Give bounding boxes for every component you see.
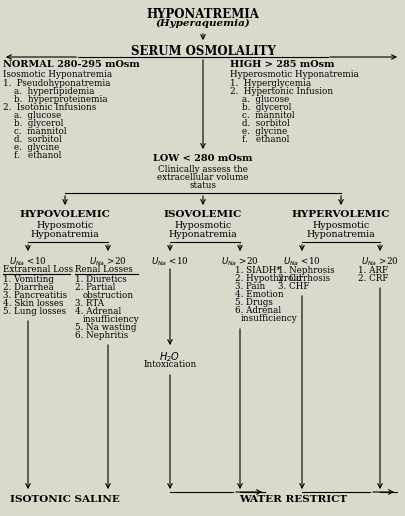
Text: insufficiency: insufficiency (241, 314, 297, 323)
Text: 1. Vomiting: 1. Vomiting (3, 275, 54, 284)
Text: f.   ethanol: f. ethanol (241, 135, 289, 144)
Text: HIGH > 285 mOsm: HIGH > 285 mOsm (230, 60, 334, 69)
Text: $U_{Na}$ >20: $U_{Na}$ >20 (89, 256, 126, 268)
Text: $U_{Na}$ >20: $U_{Na}$ >20 (221, 256, 258, 268)
Text: 5. Na wasting: 5. Na wasting (75, 323, 136, 332)
Text: d.  sorbitol: d. sorbitol (241, 119, 289, 128)
Text: obstruction: obstruction (83, 291, 134, 300)
Text: Clinically assess the: Clinically assess the (158, 165, 247, 174)
Text: 2.  Isotonic Infusions: 2. Isotonic Infusions (3, 103, 96, 112)
Text: 5. Drugs: 5. Drugs (234, 298, 272, 307)
Text: b.  glycerol: b. glycerol (14, 119, 63, 128)
Text: e.  glycine: e. glycine (14, 143, 59, 152)
Text: $U_{Na}$ >20: $U_{Na}$ >20 (360, 256, 398, 268)
Text: insufficiency: insufficiency (83, 315, 139, 324)
Text: e.  glycine: e. glycine (241, 127, 287, 136)
Text: a.  hyperlipidemia: a. hyperlipidemia (14, 87, 94, 96)
Text: NORMAL 280-295 mOsm: NORMAL 280-295 mOsm (3, 60, 139, 69)
Text: 1. ARF: 1. ARF (357, 266, 387, 275)
Text: 1. Diuretics: 1. Diuretics (75, 275, 126, 284)
Text: 1.  Pseudohyponatremia: 1. Pseudohyponatremia (3, 79, 110, 88)
Text: Hyposmotic: Hyposmotic (36, 221, 94, 230)
Text: a.  glucose: a. glucose (241, 95, 288, 104)
Text: d.  sorbitol: d. sorbitol (14, 135, 62, 144)
Text: 1. SIADH*: 1. SIADH* (234, 266, 280, 275)
Text: $U_{Na}$ <10: $U_{Na}$ <10 (282, 256, 320, 268)
Text: 2.  Hypertonic Infusion: 2. Hypertonic Infusion (230, 87, 333, 96)
Text: b.  hyperproteinemia: b. hyperproteinemia (14, 95, 107, 104)
Text: WATER RESTRICT: WATER RESTRICT (239, 495, 346, 504)
Text: extracellular volume: extracellular volume (157, 173, 248, 182)
Text: 6. Nephritis: 6. Nephritis (75, 331, 128, 340)
Text: a.  glucose: a. glucose (14, 111, 61, 120)
Text: Hyponatremia: Hyponatremia (30, 230, 99, 239)
Text: ISOVOLEMIC: ISOVOLEMIC (164, 210, 241, 219)
Text: 2. Hypothyroid: 2. Hypothyroid (234, 274, 301, 283)
Text: Hyposmotic: Hyposmotic (311, 221, 369, 230)
Text: $U_{Na}$ <10: $U_{Na}$ <10 (9, 256, 47, 268)
Text: HYPOVOLEMIC: HYPOVOLEMIC (19, 210, 110, 219)
Text: 1.  Hyperglycemia: 1. Hyperglycemia (230, 79, 311, 88)
Text: 2. CRF: 2. CRF (357, 274, 388, 283)
Text: Renal Losses: Renal Losses (75, 265, 132, 274)
Text: Isosmotic Hyponatremia: Isosmotic Hyponatremia (3, 70, 112, 79)
Text: Intoxication: Intoxication (143, 360, 196, 369)
Text: c.  mannitol: c. mannitol (14, 127, 66, 136)
Text: 3. CHF: 3. CHF (277, 282, 309, 291)
Text: $U_{Na}$ <10: $U_{Na}$ <10 (151, 256, 188, 268)
Text: Hyperosmotic Hyponatremia: Hyperosmotic Hyponatremia (230, 70, 358, 79)
Text: ISOTONIC SALINE: ISOTONIC SALINE (10, 495, 119, 504)
Text: f.   ethanol: f. ethanol (14, 151, 61, 160)
Text: $H_2O$: $H_2O$ (159, 350, 180, 364)
Text: 1. Nephrosis: 1. Nephrosis (277, 266, 334, 275)
Text: 5. Lung losses: 5. Lung losses (3, 307, 66, 316)
Text: HYPERVOLEMIC: HYPERVOLEMIC (291, 210, 389, 219)
Text: 4. Skin losses: 4. Skin losses (3, 299, 63, 308)
Text: Extrarenal Loss: Extrarenal Loss (3, 265, 73, 274)
Text: 4. Emotion: 4. Emotion (234, 290, 283, 299)
Text: 6. Adrenal: 6. Adrenal (234, 306, 280, 315)
Text: 2. Cirrhosis: 2. Cirrhosis (277, 274, 329, 283)
Text: Hyponatremia: Hyponatremia (168, 230, 237, 239)
Text: c.  mannitol: c. mannitol (241, 111, 294, 120)
Text: 3. Pancreatitis: 3. Pancreatitis (3, 291, 67, 300)
Text: HYPONATREMIA: HYPONATREMIA (146, 8, 259, 21)
Text: LOW < 280 mOsm: LOW < 280 mOsm (153, 154, 252, 163)
Text: 2. Diarrhea: 2. Diarrhea (3, 283, 53, 292)
Text: 3. RTA: 3. RTA (75, 299, 104, 308)
Text: 2. Partial: 2. Partial (75, 283, 115, 292)
Text: status: status (189, 181, 216, 190)
Text: Hyponatremia: Hyponatremia (306, 230, 375, 239)
Text: (Hyperaquemia): (Hyperaquemia) (155, 19, 250, 28)
Text: b.  glycerol: b. glycerol (241, 103, 291, 112)
Text: SERUM OSMOLALITY: SERUM OSMOLALITY (130, 45, 275, 58)
Text: 4. Adrenal: 4. Adrenal (75, 307, 121, 316)
Text: Hyposmotic: Hyposmotic (174, 221, 231, 230)
Text: 3. Pain: 3. Pain (234, 282, 264, 291)
